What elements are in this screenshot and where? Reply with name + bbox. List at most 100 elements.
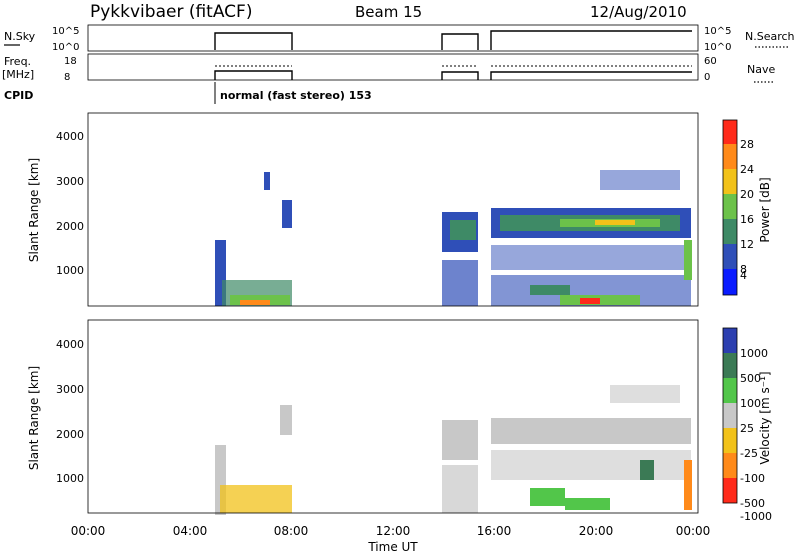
velocity-colorbar-swatch [723,328,737,353]
beam-title: Beam 15 [355,3,422,21]
velocity-colorbar: 1000 500 100 25 -25 -100 -500 -1000 Velo… [722,327,772,523]
velocity-cell [530,488,565,506]
power-plot-frame [87,112,699,307]
velocity-cell [442,420,478,460]
velocity-ytick: 2000 [56,428,84,441]
velocity-colorbar-label: Velocity [m s⁻¹] [758,371,772,464]
power-colorbar-swatch [723,194,737,219]
velocity-xtick: 12:00 [376,524,411,538]
power-colorbar-tick: 24 [740,163,754,176]
power-cell [595,220,635,225]
sky-left-tick-top: 10^5 [52,26,79,37]
sky-right-tick-top: 10^5 [704,26,731,37]
velocity-colorbar-frame [722,327,738,504]
sky-right-tick-bottom: 10^0 [704,42,731,53]
velocity-xtick: 00:00 [676,524,711,538]
velocity-cell [220,485,292,513]
velocity-cell [491,418,691,444]
power-cell [240,300,270,305]
velocity-colorbar-swatch [723,353,737,378]
velocity-cell [684,460,692,510]
station-title: Pykkvibaer (fitACF) [90,2,252,22]
power-cell [600,170,680,190]
power-ytick: 1000 [56,264,84,277]
velocity-cell [280,405,292,435]
power-colorbar-swatch [723,120,737,144]
velocity-colorbar-tick: 500 [740,372,761,385]
power-colorbar-tick: 8 [740,263,747,276]
power-colorbar-swatch [723,219,737,244]
velocity-colorbar-swatch [723,428,737,453]
velocity-cell [565,498,610,510]
velocity-cell [640,460,654,480]
velocity-xtick: 08:00 [274,524,309,538]
power-cell [530,285,570,295]
freq-right-tick-bottom: 0 [704,72,710,83]
velocity-ylabel: Slant Range [km] [27,366,41,470]
power-colorbar-swatch [723,144,737,169]
power-heatmap-cells [215,170,692,306]
velocity-xtick: 04:00 [173,524,208,538]
sky-left-label: N.Sky [4,30,36,43]
freq-left-label: Freq. [4,55,31,68]
date-title: 12/Aug/2010 [590,3,687,21]
velocity-colorbar-tick: -500 [740,497,765,510]
sky-left-tick-bottom: 10^0 [52,42,79,53]
velocity-colorbar-swatch [723,378,737,403]
power-colorbar-tick: 12 [740,238,754,251]
velocity-xlabel: Time UT [367,540,418,554]
freq-left-tick-bottom: 8 [64,72,70,83]
power-cell [264,172,270,190]
velocity-colorbar-tick: -25 [740,447,758,460]
power-ytick: 4000 [56,130,84,143]
power-colorbar-swatch [723,169,737,194]
freq-panel: Freq. [MHz] 18 8 60 0 Nave [2,53,775,83]
cpid-mode-text: normal (fast stereo) 153 [220,89,372,102]
velocity-plot-frame [87,319,699,514]
power-cell [442,260,478,306]
velocity-colorbar-swatch [723,478,737,503]
power-colorbar-label: Power [dB] [758,177,772,242]
power-colorbar-tick: 20 [740,188,754,201]
power-colorbar: 28 24 20 16 12 8 4 Power [dB] [722,119,772,296]
sky-right-label: N.Search [745,30,795,43]
power-colorbar-tick: 16 [740,213,754,226]
velocity-heatmap-cells [215,385,692,515]
velocity-colorbar-tick: -1000 [740,510,772,523]
power-colorbar-tick: 28 [740,138,754,151]
velocity-colorbar-swatch [723,453,737,478]
sky-trace [214,30,692,50]
power-cell [684,240,692,280]
velocity-colorbar-swatch [723,403,737,428]
power-cell [215,240,226,306]
sky-panel: N.Sky 10^5 10^0 10^5 10^0 N.Search [4,24,795,53]
velocity-cell [610,385,680,403]
velocity-ytick: 1000 [56,472,84,485]
velocity-xtick: 20:00 [579,524,614,538]
freq-right-label: Nave [747,63,775,76]
power-panel: Slant Range [km] 4000 3000 2000 [27,112,772,307]
freq-left-tick-top: 18 [64,56,77,67]
velocity-ytick: 3000 [56,383,84,396]
power-cell [450,220,476,240]
power-ytick: 2000 [56,220,84,233]
power-colorbar-tick: 4 [740,269,747,282]
power-cell [491,245,691,270]
freq-right-tick-top: 60 [704,56,717,67]
power-cell [282,200,292,228]
velocity-ytick: 4000 [56,338,84,351]
velocity-colorbar-tick: 100 [740,397,761,410]
velocity-colorbar-tick: 25 [740,422,754,435]
velocity-panel: Slant Range [km] 4000 3000 2000 1000 00:… [27,319,772,554]
freq-trace [214,70,692,80]
freq-panel-frame [87,53,699,81]
power-cell [580,298,600,304]
power-colorbar-frame [722,119,738,296]
velocity-xtick: 16:00 [477,524,512,538]
velocity-colorbar-tick: 1000 [740,347,768,360]
power-ytick: 3000 [56,175,84,188]
power-ylabel: Slant Range [km] [27,158,41,262]
power-colorbar-swatch [723,269,737,295]
cpid-label: CPID [4,89,33,102]
